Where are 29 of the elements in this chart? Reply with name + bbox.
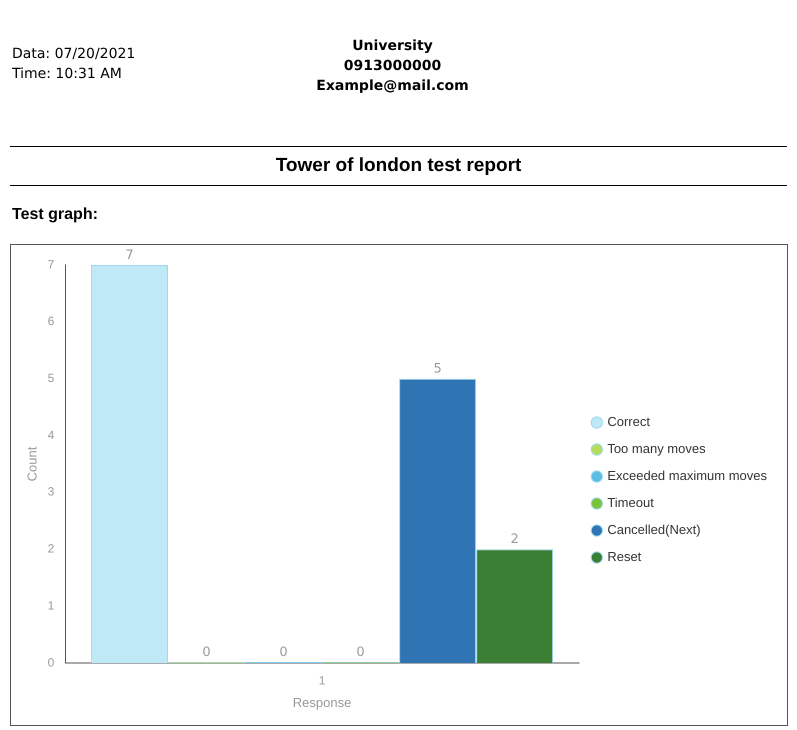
legend-label: Timeout <box>607 495 654 510</box>
y-tick-label: 1 <box>48 598 55 612</box>
text: Data: 07/20/2021 <box>12 45 136 64</box>
data-label: 2 <box>510 532 519 548</box>
y-axis-title: Count <box>24 446 40 482</box>
data-label: 5 <box>433 362 442 377</box>
y-tick-label: 5 <box>48 371 55 386</box>
text: Example@mail.com <box>315 77 470 96</box>
data-label: 0 <box>202 644 211 660</box>
text: 0913000000 <box>342 57 442 76</box>
y-tick-label: 2 <box>48 542 55 556</box>
chart-title: Tower of london test report <box>10 146 787 186</box>
y-tick-label: 3 <box>48 484 55 499</box>
legend-label: Too many moves <box>607 441 706 456</box>
y-tick-label: 0 <box>48 655 55 670</box>
data-label: 0 <box>356 644 365 660</box>
y-tick-label: 7 <box>48 257 55 272</box>
legend-label: Correct <box>607 414 650 430</box>
text: University <box>351 37 434 56</box>
text: Time: 10:31 AM <box>12 65 123 84</box>
x-axis-title: Response <box>292 694 352 710</box>
y-tick-label: 4 <box>48 428 55 442</box>
data-label: 7 <box>125 248 134 263</box>
legend-label: Exceeded maximum moves <box>607 468 768 484</box>
data-label: 0 <box>279 644 288 660</box>
chart-subtitle: Test graph: <box>12 206 98 224</box>
legend-label: Cancelled(Next) <box>607 522 701 538</box>
legend-label: Reset <box>607 549 642 564</box>
y-tick-label: 6 <box>48 314 55 328</box>
